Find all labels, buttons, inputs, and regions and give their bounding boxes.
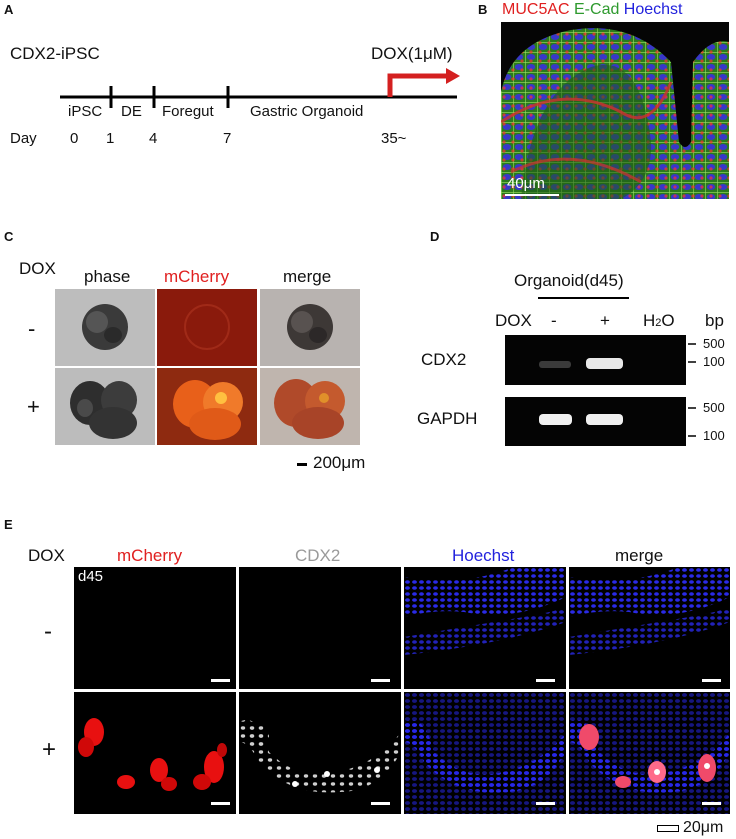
phase-image-plus	[55, 368, 155, 445]
legend-muc5ac: MUC5AC	[502, 1, 570, 18]
scale-bar-e-2	[371, 679, 390, 682]
day-label: Day	[10, 130, 37, 147]
band-cdx2-minus	[539, 361, 571, 368]
marker-100-gapdh: 100	[703, 428, 725, 443]
dox-concentration-label: DOX(1μM)	[371, 44, 453, 63]
panel-label-b: B	[478, 2, 488, 17]
timeline-diagram	[60, 68, 460, 108]
merge-image-e-minus	[569, 567, 730, 689]
organoid-bracket-line	[538, 297, 629, 299]
scale-label-b: 40μm	[507, 175, 545, 192]
day-0: 0	[70, 130, 79, 147]
column-mcherry-c: mCherry	[164, 267, 230, 286]
column-mcherry-e: mCherry	[117, 546, 183, 565]
marker-ticks	[688, 343, 696, 437]
merge-image-minus	[260, 289, 360, 366]
panel-label-e: E	[4, 517, 13, 532]
lane-h2o: H2O	[643, 311, 675, 330]
merge-image-e-plus	[569, 692, 730, 814]
scale-bar-e-4	[702, 679, 721, 682]
dox-label-e: DOX	[28, 546, 65, 565]
hoechst-image-e-plus	[404, 692, 566, 814]
dox-arrow-line	[387, 73, 448, 97]
cdx2-image-e-minus	[239, 567, 401, 689]
gel-gapdh	[505, 397, 686, 446]
merge-image-plus	[260, 368, 360, 445]
immunofluorescence-image-b: 40μm	[501, 22, 729, 199]
lane-minus: -	[551, 311, 557, 330]
cdx2-image-e-plus	[239, 692, 401, 814]
column-hoechst-e: Hoechst	[452, 546, 515, 565]
scale-bar-e-3	[536, 679, 555, 682]
scale-bar-e-6	[371, 802, 390, 805]
panel-label-c: C	[4, 229, 14, 244]
hoechst-image-e-minus	[404, 567, 566, 689]
row-plus-c: +	[27, 394, 40, 419]
scale-label-e: 20μm	[683, 819, 724, 836]
panel-label-a: A	[4, 2, 14, 17]
day-7: 7	[223, 130, 232, 147]
marker-500-gapdh: 500	[703, 400, 725, 415]
scale-bar-e-key	[657, 825, 679, 832]
stage-de: DE	[121, 103, 142, 120]
legend-ecad: E-Cad	[569, 1, 620, 18]
scale-bar-e-8	[702, 802, 721, 805]
dox-label-d: DOX	[495, 311, 532, 330]
bp-label: bp	[705, 311, 724, 330]
gene-cdx2: CDX2	[421, 350, 467, 369]
lane-plus: +	[600, 311, 610, 330]
organoid-d45-label: Organoid(d45)	[514, 271, 624, 290]
marker-500-cdx2: 500	[703, 336, 725, 351]
dox-label-c: DOX	[19, 259, 56, 278]
row-minus-e: -	[44, 618, 52, 645]
mcherry-image-e-minus: d45	[74, 567, 236, 689]
epithelium-micrograph	[501, 28, 729, 199]
gene-gapdh: GAPDH	[417, 409, 478, 428]
scale-bar-c	[297, 463, 307, 466]
column-merge-e: merge	[615, 546, 664, 565]
day-1: 1	[106, 130, 115, 147]
row-plus-e: +	[42, 736, 57, 763]
column-merge-c: merge	[283, 267, 332, 286]
stain-legend: MUC5AC E-Cad Hoechst	[502, 1, 683, 19]
gel-cdx2	[505, 335, 686, 385]
dox-arrow-head	[446, 68, 460, 84]
column-cdx2-e: CDX2	[295, 546, 341, 565]
legend-hoechst: Hoechst	[619, 1, 683, 18]
stage-foregut: Foregut	[162, 103, 214, 120]
panel-label-d: D	[430, 229, 440, 244]
day-4: 4	[149, 130, 158, 147]
row-minus-c: -	[28, 316, 36, 341]
mcherry-image-e-plus	[74, 692, 236, 814]
scale-bar-e-7	[536, 802, 555, 805]
cell-line-label: CDX2-iPSC	[10, 44, 100, 63]
stage-ipsc: iPSC	[68, 103, 103, 120]
band-gapdh-minus	[539, 414, 572, 425]
band-gapdh-plus	[586, 414, 623, 425]
phase-image-minus	[55, 289, 155, 366]
band-cdx2-plus	[586, 358, 623, 369]
marker-100-cdx2: 100	[703, 354, 725, 369]
scale-bar-e-5	[211, 802, 230, 805]
scale-label-c: 200μm	[313, 453, 366, 472]
scale-bar-e-1	[211, 679, 230, 682]
column-phase: phase	[84, 267, 131, 286]
mcherry-image-minus	[157, 289, 257, 366]
scale-bar-b	[505, 194, 559, 196]
day-35: 35~	[381, 130, 407, 147]
stage-gastric-organoid: Gastric Organoid	[250, 103, 364, 120]
mcherry-image-plus	[157, 368, 257, 445]
day-tag-d45: d45	[78, 568, 104, 585]
